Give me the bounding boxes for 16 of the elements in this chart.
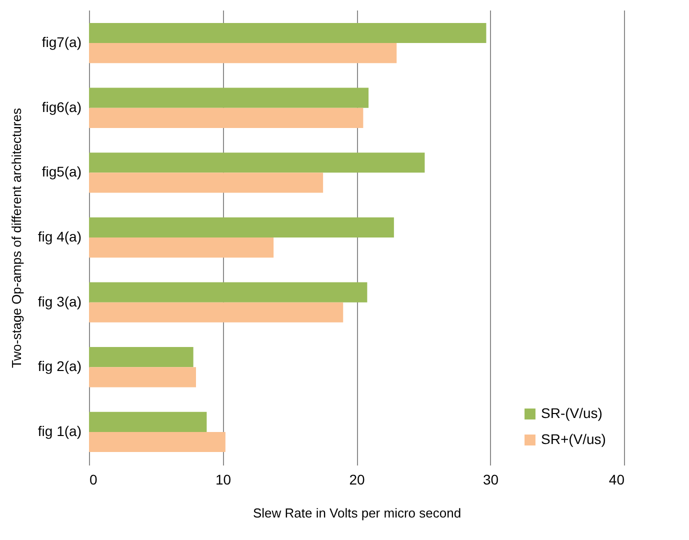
y-tick-label: fig6(a) [42, 98, 82, 115]
y-tick-label: fig 3(a) [38, 293, 82, 310]
legend-label: SR+(V/us) [541, 431, 606, 447]
x-axis-title: Slew Rate in Volts per micro second [252, 506, 462, 520]
y-tick-label: fig7(a) [42, 34, 82, 50]
y-tick-label: fig 2(a) [38, 358, 82, 374]
x-tick-label: 40 [608, 472, 625, 488]
x-tick-label: 20 [349, 472, 365, 488]
y-tick-label: fig 1(a) [38, 422, 82, 439]
y-axis-title: Two-stage Op-amps of different architectures [8, 108, 24, 368]
y-tick-label: fig 4(a) [38, 228, 82, 244]
y-tick-label: fig5(a) [42, 164, 82, 180]
x-tick-label: 10 [215, 472, 232, 488]
x-tick-label: 0 [90, 472, 98, 488]
legend-label: SR-(V/us) [541, 405, 602, 421]
x-tick-label: 30 [482, 472, 499, 488]
